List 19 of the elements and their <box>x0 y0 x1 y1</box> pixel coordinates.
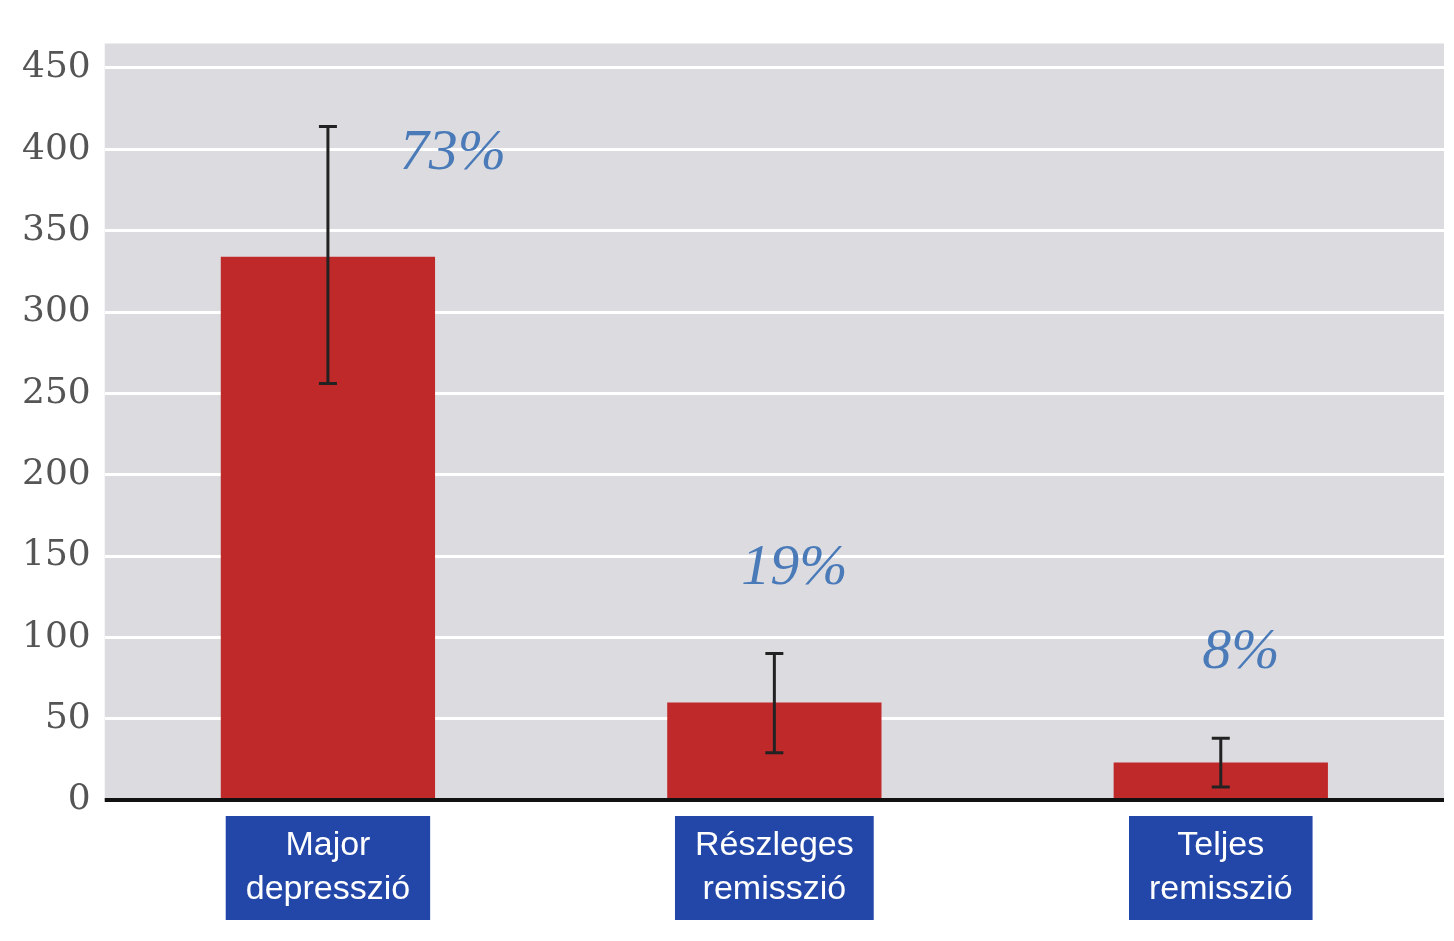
annotation: 8% <box>1202 616 1280 682</box>
y-tick-label: 450 <box>21 44 91 86</box>
bar <box>667 702 882 799</box>
x-tick-label: Major depresszió <box>245 824 411 907</box>
x-tick-label: Részleges remisszió <box>694 824 854 907</box>
bar <box>220 256 436 799</box>
y-tick-label: 350 <box>21 207 91 249</box>
y-tick-label: 100 <box>21 613 91 655</box>
y-tick-label: 250 <box>21 369 91 411</box>
y-tick-label: 150 <box>21 532 91 574</box>
y-tick-label: 50 <box>44 695 91 737</box>
y-tick-label: 200 <box>21 451 91 493</box>
annotation: 73% <box>399 116 507 182</box>
annotation: 19% <box>741 531 848 597</box>
bar <box>1113 762 1328 799</box>
x-tick-label: Teljes remisszió <box>1149 824 1293 907</box>
y-tick-label: 300 <box>21 288 91 330</box>
y-tick-label: 0 <box>67 776 91 818</box>
y-tick-label: 400 <box>21 125 91 167</box>
